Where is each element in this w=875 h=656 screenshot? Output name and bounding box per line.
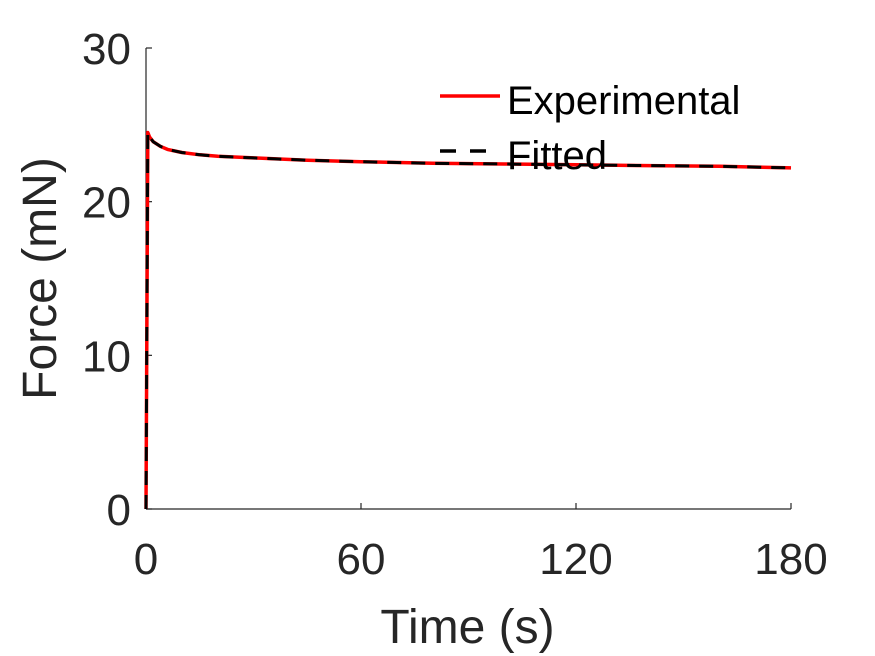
series-line-fitted [144,131,792,510]
x-tick-label-0: 0 [134,535,158,584]
series-line-experimental [144,130,792,510]
y-axis-label: Force (mN) [14,157,67,400]
y-tick-label-2: 20 [82,179,131,228]
x-tick-label-1: 60 [337,535,386,584]
x-axis-label: Time (s) [380,601,554,654]
x-tick-label-2: 120 [539,535,612,584]
legend-label-fitted: Fitted [507,134,607,178]
legend-label-experimental: Experimental [507,79,740,123]
legend: Experimental Fitted [440,79,740,178]
y-tick-label-1: 10 [82,332,131,381]
tick-labels: 0 60 120 180 0 10 20 30 [82,25,828,584]
y-tick-label-0: 0 [107,486,131,535]
y-tick-label-3: 30 [82,25,131,74]
x-tick-label-3: 180 [754,535,827,584]
series-layer [144,130,792,510]
